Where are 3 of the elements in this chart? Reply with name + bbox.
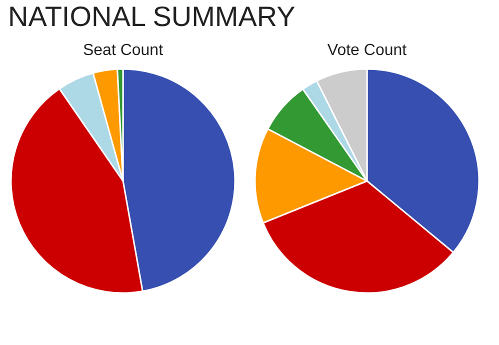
text: NATIONAL SUMMARY (8, 1, 296, 32)
chart-title: Vote Count (327, 42, 408, 59)
chart-title: Seat Count (82, 42, 164, 59)
